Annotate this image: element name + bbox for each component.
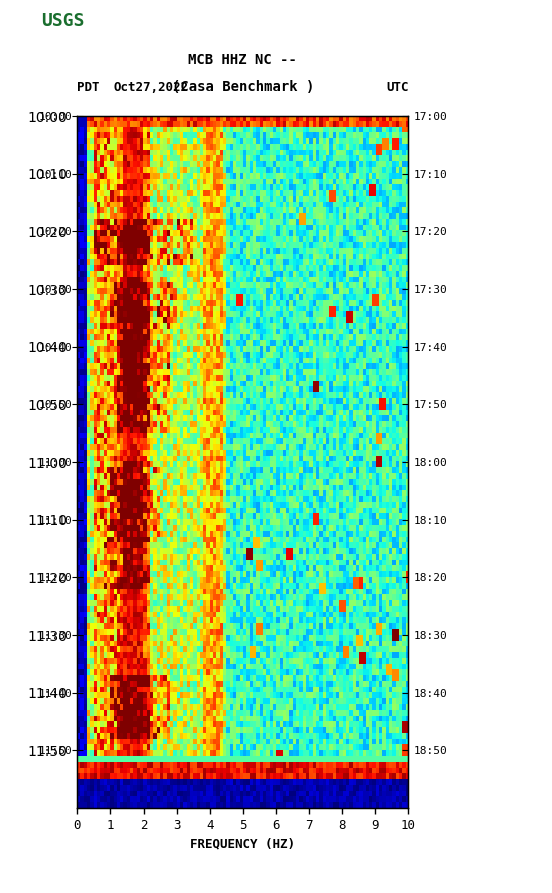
X-axis label: FREQUENCY (HZ): FREQUENCY (HZ) <box>190 837 295 850</box>
Text: UTC: UTC <box>386 80 408 94</box>
Text: USGS: USGS <box>41 13 85 30</box>
Text: MCB HHZ NC --: MCB HHZ NC -- <box>188 53 298 67</box>
Text: Oct27,2022: Oct27,2022 <box>113 80 188 94</box>
Polygon shape <box>6 9 18 19</box>
Text: PDT: PDT <box>77 80 100 94</box>
Polygon shape <box>24 24 36 34</box>
Text: (Casa Benchmark ): (Casa Benchmark ) <box>172 79 314 94</box>
